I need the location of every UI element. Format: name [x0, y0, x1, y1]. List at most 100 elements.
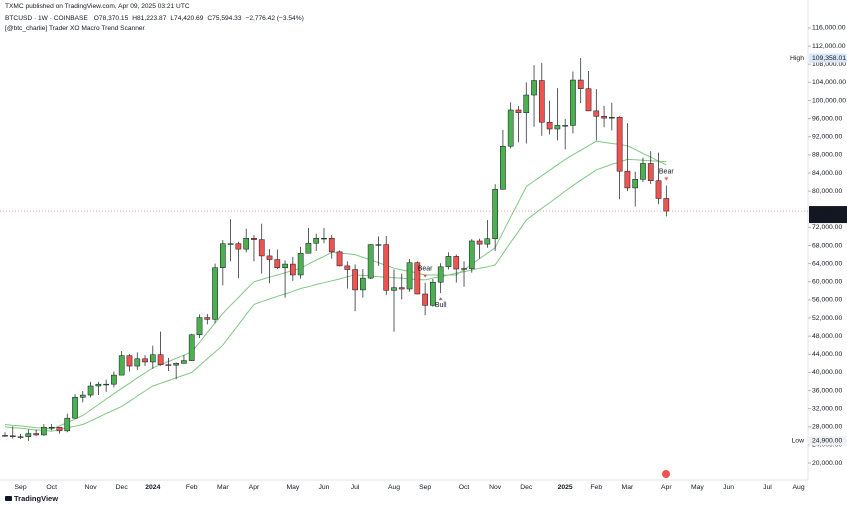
candle-body [360, 277, 366, 291]
x-tick-label: Jun [723, 484, 734, 491]
candle-body [352, 269, 358, 291]
y-tick-label: 28,000.00 [812, 424, 842, 431]
candle-body [235, 243, 242, 250]
candle-body [313, 237, 320, 244]
candle-body [103, 383, 109, 386]
x-tick-label: Sep [419, 484, 431, 491]
y-tick-label: 68,000.00 [812, 242, 842, 249]
y-tick-label: 48,000.00 [812, 333, 842, 340]
candle-body [515, 109, 522, 113]
published-line: TXMC published on TradingView.com, Apr 0… [5, 3, 190, 10]
candle-body [227, 243, 234, 245]
signal-label: Bull [435, 302, 447, 309]
x-tick-label: Jul [763, 484, 772, 491]
y-tick-label: 36,000.00 [812, 387, 842, 394]
x-tick-label: Nov [85, 484, 98, 491]
trend-line [4, 140, 667, 430]
y-tick-label: 72,000.00 [812, 224, 842, 231]
candle-body [507, 109, 514, 147]
candle-body [523, 94, 530, 113]
y-tick-label: 64,000.00 [812, 260, 842, 267]
candle-body [243, 237, 250, 250]
x-tick-label: Feb [186, 484, 198, 491]
x-tick-label: Jul [351, 484, 360, 491]
y-tick-label: 60,000.00 [812, 279, 842, 286]
ohlc-value: O78,370.15 [94, 15, 129, 22]
y-tick-label: 100,000.00 [812, 97, 846, 104]
candle-body [328, 237, 335, 253]
marker-box [809, 53, 847, 63]
candle-body [64, 417, 71, 432]
candle-body [608, 116, 615, 119]
y-tick-label: 108,000.00 [812, 61, 846, 68]
y-tick-label: 112,000.00 [812, 43, 846, 50]
candle-body [165, 364, 172, 366]
candle-body [624, 170, 631, 189]
signal-arrow [438, 297, 443, 301]
x-tick-label: 2025 [558, 484, 573, 491]
x-tick-label: Mar [622, 484, 634, 491]
candle-body [297, 252, 304, 276]
candle-body [453, 256, 460, 270]
x-tick-label: Oct [46, 484, 57, 491]
candle-body [663, 198, 670, 212]
y-tick-label: 92,000.00 [812, 134, 842, 141]
candle-body [391, 287, 397, 291]
x-tick-label: Sep [15, 484, 27, 491]
candle-body [126, 355, 133, 367]
countdown: 4d 21h [812, 215, 833, 222]
candle-body [157, 354, 164, 365]
candle-body [266, 255, 273, 260]
candle-body [375, 244, 382, 246]
last-price-box [809, 206, 847, 224]
candle-body [87, 385, 94, 396]
candle-body [48, 426, 55, 429]
candle-body [336, 251, 343, 267]
y-tick-label: 88,000.00 [812, 152, 842, 159]
candle-body [149, 354, 156, 363]
candle-body [344, 265, 351, 270]
price-change: −2,776.42 (−3.54%) [246, 15, 304, 22]
candle-body [9, 435, 16, 438]
candle-body [422, 293, 428, 306]
marker-box [809, 436, 847, 446]
candle-body [188, 334, 195, 361]
y-tick-label: 32,000.00 [812, 405, 842, 412]
candle-body [204, 317, 211, 320]
y-tick-label: 56,000.00 [812, 297, 842, 304]
y-tick-label: 52,000.00 [812, 315, 842, 322]
y-tick-label: 96,000.00 [812, 115, 842, 122]
candle-body [25, 433, 32, 438]
brand: TradingView [14, 494, 58, 503]
candle-body [554, 125, 561, 130]
candle-body [640, 163, 646, 180]
x-tick-label: May [286, 484, 299, 491]
signal-arrow [664, 177, 669, 181]
signal-arrow [423, 274, 428, 278]
x-tick-label: Dec [520, 484, 533, 491]
event-icon[interactable] [662, 470, 670, 478]
candle-body [142, 358, 148, 363]
candle-body [601, 116, 607, 119]
candle-body [406, 262, 413, 290]
marker-value: 109,358.01 [812, 55, 846, 62]
candle-body [632, 179, 639, 189]
x-tick-label: Aug [793, 484, 805, 491]
candle-body [118, 355, 125, 376]
x-tick-label: 2024 [145, 484, 160, 491]
candle-body [647, 163, 654, 181]
candle-body [655, 180, 662, 199]
candle-body [258, 239, 265, 257]
y-tick-label: 84,000.00 [812, 170, 842, 177]
x-tick-label: May [691, 484, 704, 491]
candle-body [538, 80, 545, 123]
indicator-name: [@btc_charlie] Trader XO Macro Trend Sca… [5, 25, 146, 32]
candle-body [445, 256, 452, 268]
ohlc-value: H81,223.87 [132, 15, 166, 22]
candle-body [321, 237, 327, 240]
candle-body [531, 80, 537, 96]
last-price-value: 75,594.33 [812, 208, 842, 215]
x-tick-label: Apr [249, 484, 260, 491]
